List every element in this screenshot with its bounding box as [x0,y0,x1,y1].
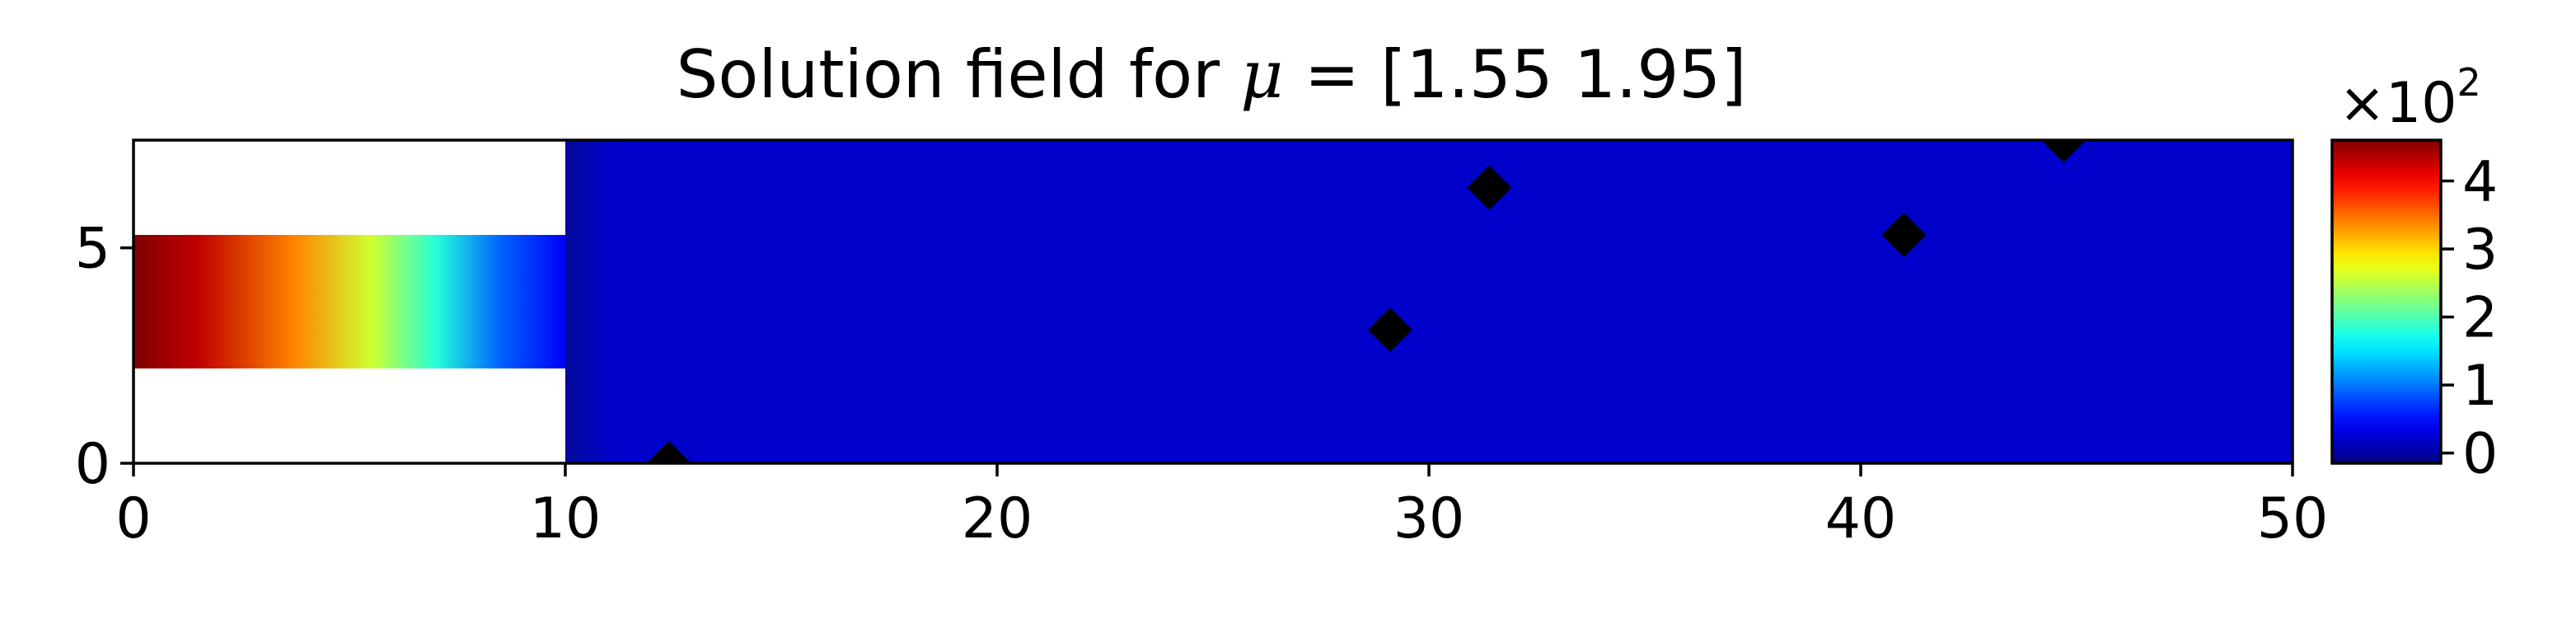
x-tick-label-10: 10 [530,486,602,551]
colorbar-ticks [2441,179,2454,455]
colorbar-tick-label-4: 4 [2462,150,2498,215]
main-chamber-inlet-fade [565,140,615,463]
y-axis: 0 5 [75,217,133,497]
chart-title: Solution field for μ = [1.55 1.95] [677,36,1747,113]
main-chamber-field [565,140,2293,463]
x-tick-label-30: 30 [1393,486,1465,551]
sensor-markers [646,140,2087,463]
axes-frame [132,138,2294,465]
colorbar-multiplier: ×102 [2339,60,2481,136]
inlet-channel-field [133,234,565,369]
sensor-marker-1 [1367,307,1412,352]
x-axis-ticks [132,463,2294,476]
plot-area [132,138,2294,465]
x-tick-label-20: 20 [962,486,1033,551]
y-axis-ticks [120,246,133,465]
x-tick-label-50: 50 [2257,486,2329,551]
x-tick-label-40: 40 [1825,486,1897,551]
colorbar: 0 1 2 3 4 ×102 [2330,60,2498,487]
sensor-marker-4 [2041,140,2087,162]
x-tick-label-0: 0 [115,486,151,551]
colorbar-multiplier-base: ×10 [2339,71,2457,136]
colorbar-multiplier-exponent: 2 [2457,60,2481,105]
sensor-marker-2 [1467,165,1512,210]
sensor-marker-3 [1881,212,1927,257]
sensor-marker-0 [646,441,691,463]
colorbar-tick-label-2: 2 [2462,286,2498,351]
x-axis: 0 10 20 30 40 50 [115,463,2328,551]
colorbar-tick-label-1: 1 [2462,354,2498,419]
colorbar-tick-label-0: 0 [2462,422,2498,487]
colorbar-scale [2330,138,2443,465]
y-tick-label-5: 5 [75,217,110,282]
colorbar-tick-label-3: 3 [2462,218,2498,283]
y-tick-label-0: 0 [75,432,110,497]
